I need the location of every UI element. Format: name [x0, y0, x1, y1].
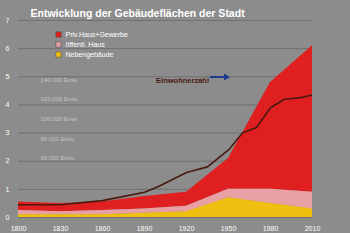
svg-text:1830: 1830 — [53, 225, 69, 232]
svg-text:1860: 1860 — [95, 225, 111, 232]
svg-text:6: 6 — [6, 45, 10, 52]
svg-text:1980: 1980 — [263, 225, 279, 232]
svg-text:0: 0 — [6, 214, 10, 221]
svg-text:Priv.Haus+Gewerbe: Priv.Haus+Gewerbe — [66, 31, 128, 38]
svg-text:Einwohnerzahl: Einwohnerzahl — [156, 76, 209, 85]
svg-text:Entwicklung der Gebäudeflächen: Entwicklung der Gebäudeflächen der Stadt — [31, 7, 246, 19]
svg-text:7: 7 — [6, 17, 10, 24]
svg-text:Nebengebäude: Nebengebäude — [66, 51, 114, 59]
svg-text:3: 3 — [6, 129, 10, 136]
svg-text:100.000 Einw.: 100.000 Einw. — [41, 116, 79, 122]
svg-text:140.000 Einw.: 140.000 Einw. — [41, 77, 79, 83]
svg-text:4: 4 — [6, 101, 10, 108]
svg-text:5: 5 — [6, 73, 10, 80]
svg-text:1950: 1950 — [221, 225, 237, 232]
svg-text:120.000 Einw.: 120.000 Einw. — [41, 96, 79, 102]
svg-text:1: 1 — [6, 186, 10, 193]
svg-text:1920: 1920 — [179, 225, 195, 232]
svg-text:60.000 Einw.: 60.000 Einw. — [41, 155, 76, 161]
svg-text:2: 2 — [6, 157, 10, 164]
svg-text:80.000 Einw.: 80.000 Einw. — [41, 136, 76, 142]
svg-text:1800: 1800 — [11, 225, 27, 232]
svg-text:öffentl. Haus: öffentl. Haus — [66, 41, 106, 48]
svg-text:2010: 2010 — [305, 225, 321, 232]
svg-text:1890: 1890 — [137, 225, 153, 232]
